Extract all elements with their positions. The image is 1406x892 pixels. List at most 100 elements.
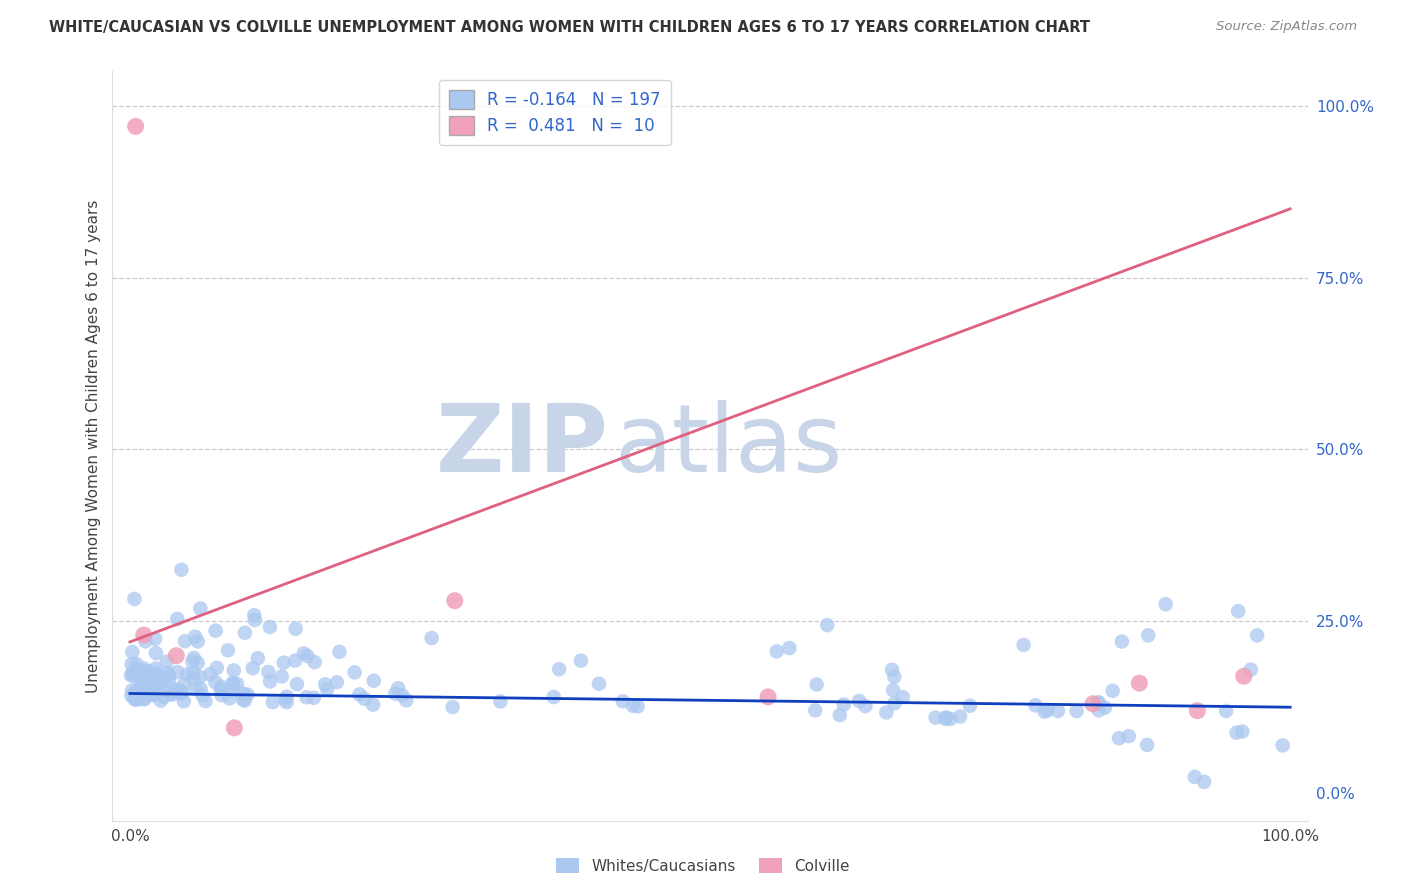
Point (184, 682, 207, 697)
Point (1012, 638, 1035, 652)
Point (217, 643, 239, 657)
Point (145, 666, 167, 681)
Point (489, 694, 512, 708)
Point (224, 721, 246, 735)
Point (132, 628, 155, 642)
Point (142, 672, 165, 686)
Point (135, 677, 157, 691)
Point (163, 682, 186, 697)
Point (166, 665, 188, 679)
Point (198, 667, 221, 681)
Point (121, 657, 143, 672)
Point (612, 694, 634, 708)
Point (1154, 597, 1177, 611)
Point (257, 665, 280, 679)
Point (1271, 739, 1294, 753)
Point (804, 703, 827, 717)
Point (209, 683, 232, 698)
Point (162, 688, 184, 702)
Point (173, 694, 195, 708)
Point (204, 624, 226, 638)
Point (124, 692, 146, 706)
Point (157, 668, 180, 682)
Point (170, 563, 193, 577)
Point (134, 634, 156, 648)
Point (221, 683, 243, 698)
Point (149, 674, 172, 689)
Point (134, 688, 156, 702)
Point (1128, 676, 1150, 690)
Point (1118, 729, 1140, 743)
Point (259, 620, 281, 634)
Point (124, 591, 146, 606)
Point (1225, 725, 1247, 739)
Point (181, 655, 204, 669)
Point (181, 672, 204, 686)
Point (848, 694, 870, 708)
Point (1101, 683, 1123, 698)
Point (832, 698, 855, 712)
Point (284, 654, 307, 668)
Point (131, 674, 153, 689)
Point (1088, 703, 1111, 717)
Point (1215, 704, 1237, 718)
Point (121, 645, 143, 659)
Point (128, 692, 150, 706)
Point (243, 608, 266, 623)
Point (159, 687, 181, 701)
Point (883, 697, 905, 711)
Point (120, 689, 142, 703)
Point (924, 710, 946, 724)
Point (221, 676, 243, 690)
Point (384, 687, 406, 701)
Point (1087, 695, 1109, 709)
Point (165, 648, 187, 663)
Point (588, 677, 610, 691)
Point (142, 688, 165, 702)
Point (292, 646, 315, 660)
Point (270, 669, 292, 683)
Point (122, 690, 145, 705)
Point (1240, 663, 1263, 677)
Point (145, 661, 167, 675)
Point (855, 699, 877, 714)
Point (276, 695, 298, 709)
Point (124, 692, 146, 706)
Point (134, 664, 156, 678)
Point (828, 708, 851, 723)
Point (420, 631, 443, 645)
Point (169, 683, 191, 698)
Point (243, 613, 266, 627)
Legend: Whites/Caucasians, Colville: Whites/Caucasians, Colville (550, 852, 856, 880)
Point (222, 677, 245, 691)
Point (934, 712, 956, 726)
Point (174, 634, 197, 648)
Point (233, 693, 256, 707)
Point (882, 683, 904, 698)
Point (143, 680, 166, 694)
Point (935, 710, 957, 724)
Point (1033, 705, 1056, 719)
Point (343, 665, 366, 680)
Point (222, 664, 245, 678)
Point (569, 654, 592, 668)
Point (353, 692, 375, 706)
Point (156, 665, 179, 680)
Point (122, 665, 145, 679)
Point (441, 700, 464, 714)
Point (188, 670, 211, 684)
Point (122, 669, 145, 683)
Point (136, 681, 159, 696)
Point (226, 677, 249, 691)
Point (204, 675, 226, 690)
Point (939, 712, 962, 726)
Point (242, 661, 264, 675)
Point (328, 645, 350, 659)
Point (146, 683, 169, 698)
Point (209, 680, 232, 694)
Point (626, 699, 648, 714)
Point (191, 689, 214, 703)
Point (1111, 634, 1133, 648)
Point (233, 625, 256, 640)
Point (232, 687, 254, 701)
